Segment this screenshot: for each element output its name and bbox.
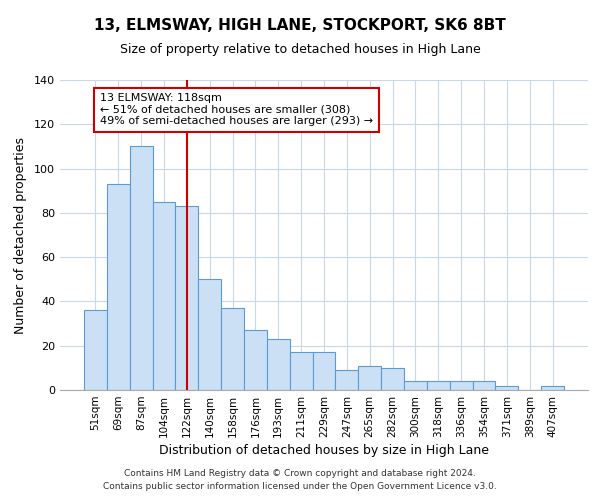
Text: Contains public sector information licensed under the Open Government Licence v3: Contains public sector information licen…: [103, 482, 497, 491]
Text: Size of property relative to detached houses in High Lane: Size of property relative to detached ho…: [119, 42, 481, 56]
Bar: [358, 366, 381, 390]
Text: 13 ELMSWAY: 118sqm
← 51% of detached houses are smaller (308)
49% of semi-detach: 13 ELMSWAY: 118sqm ← 51% of detached hou…: [100, 94, 373, 126]
Bar: [130, 146, 152, 390]
Bar: [267, 339, 290, 390]
Bar: [450, 381, 473, 390]
Bar: [496, 386, 518, 390]
Bar: [313, 352, 335, 390]
Bar: [107, 184, 130, 390]
Bar: [198, 280, 221, 390]
Y-axis label: Number of detached properties: Number of detached properties: [14, 136, 27, 334]
Bar: [290, 352, 313, 390]
Bar: [381, 368, 404, 390]
Text: Contains HM Land Registry data © Crown copyright and database right 2024.: Contains HM Land Registry data © Crown c…: [124, 468, 476, 477]
Bar: [335, 370, 358, 390]
Bar: [473, 381, 496, 390]
Bar: [221, 308, 244, 390]
Bar: [175, 206, 198, 390]
Bar: [541, 386, 564, 390]
Bar: [84, 310, 107, 390]
Bar: [427, 381, 450, 390]
Bar: [404, 381, 427, 390]
Bar: [152, 202, 175, 390]
Text: 13, ELMSWAY, HIGH LANE, STOCKPORT, SK6 8BT: 13, ELMSWAY, HIGH LANE, STOCKPORT, SK6 8…: [94, 18, 506, 32]
X-axis label: Distribution of detached houses by size in High Lane: Distribution of detached houses by size …: [159, 444, 489, 457]
Bar: [244, 330, 267, 390]
